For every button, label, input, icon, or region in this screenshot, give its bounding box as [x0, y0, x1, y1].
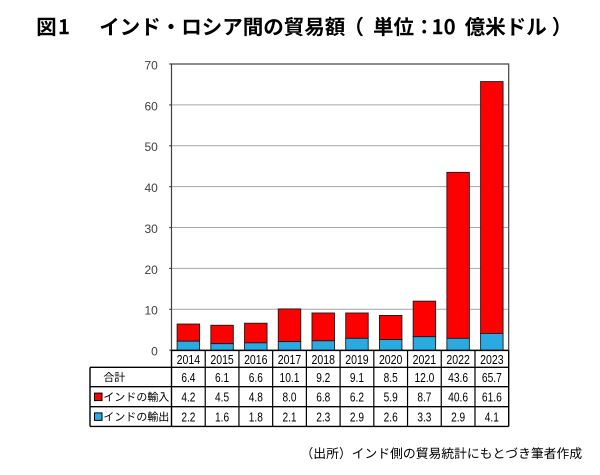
svg-text:6.2: 6.2: [350, 390, 364, 405]
svg-text:2.1: 2.1: [282, 410, 296, 425]
svg-text:5.9: 5.9: [384, 390, 398, 405]
svg-text:2.9: 2.9: [350, 410, 364, 425]
svg-text:65.7: 65.7: [482, 370, 502, 385]
svg-text:8.0: 8.0: [282, 390, 296, 405]
svg-text:2018: 2018: [312, 352, 335, 367]
svg-text:1.6: 1.6: [215, 410, 229, 425]
svg-text:4.8: 4.8: [249, 390, 263, 405]
svg-text:4.2: 4.2: [181, 390, 195, 405]
svg-text:2016: 2016: [244, 352, 267, 367]
svg-text:12.0: 12.0: [414, 370, 434, 385]
svg-text:2021: 2021: [413, 352, 436, 367]
svg-text:2014: 2014: [177, 352, 200, 367]
svg-text:2022: 2022: [446, 352, 469, 367]
svg-text:2.9: 2.9: [451, 410, 465, 425]
svg-text:40.6: 40.6: [448, 390, 468, 405]
svg-text:6.8: 6.8: [316, 390, 330, 405]
svg-text:2015: 2015: [210, 352, 233, 367]
svg-text:50: 50: [144, 140, 158, 154]
svg-text:2023: 2023: [480, 352, 503, 367]
svg-text:9.2: 9.2: [316, 370, 330, 385]
svg-text:0: 0: [151, 345, 158, 359]
svg-text:4.1: 4.1: [485, 410, 499, 425]
svg-text:20: 20: [144, 263, 158, 277]
svg-text:30: 30: [144, 222, 158, 236]
svg-text:2.6: 2.6: [384, 410, 398, 425]
svg-text:1.8: 1.8: [249, 410, 263, 425]
svg-text:6.1: 6.1: [215, 370, 229, 385]
svg-text:2020: 2020: [379, 352, 402, 367]
svg-text:9.1: 9.1: [350, 370, 364, 385]
svg-text:61.6: 61.6: [482, 390, 502, 405]
svg-text:8.5: 8.5: [384, 370, 398, 385]
svg-text:2019: 2019: [345, 352, 368, 367]
svg-text:2.2: 2.2: [181, 410, 195, 425]
svg-text:6.6: 6.6: [249, 370, 263, 385]
svg-text:10.1: 10.1: [280, 370, 300, 385]
svg-text:6.4: 6.4: [181, 370, 195, 385]
svg-text:60: 60: [144, 99, 158, 113]
svg-text:3.3: 3.3: [417, 410, 431, 425]
svg-text:4.5: 4.5: [215, 390, 229, 405]
svg-text:70: 70: [144, 58, 158, 72]
svg-text:10: 10: [144, 304, 158, 318]
svg-text:2017: 2017: [278, 352, 301, 367]
svg-text:43.6: 43.6: [448, 370, 468, 385]
svg-text:2.3: 2.3: [316, 410, 330, 425]
svg-text:40: 40: [144, 181, 158, 195]
svg-text:8.7: 8.7: [417, 390, 431, 405]
